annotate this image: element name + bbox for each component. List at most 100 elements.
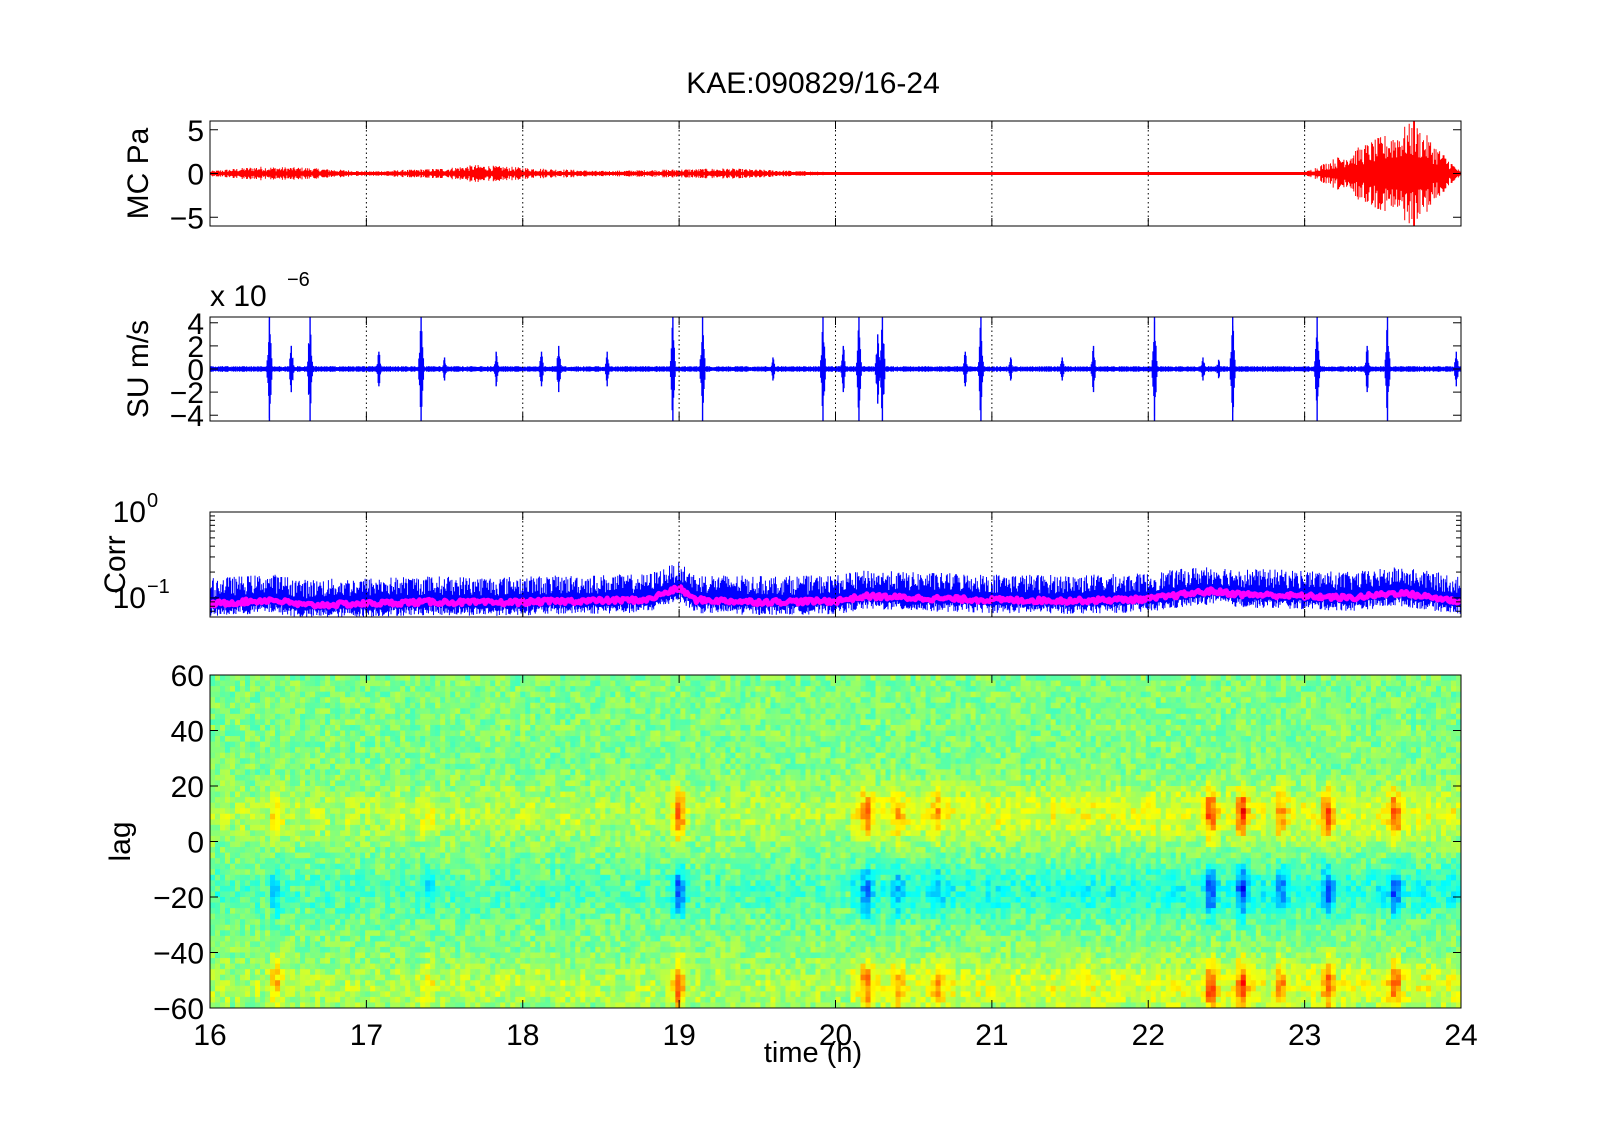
heatmap-cell bbox=[295, 858, 301, 865]
heatmap-cell bbox=[315, 952, 321, 959]
heatmap-cell bbox=[455, 835, 461, 843]
heatmap-cell bbox=[220, 913, 226, 920]
heatmap-cell bbox=[385, 891, 391, 898]
heatmap-cell bbox=[215, 958, 221, 965]
heatmap-cell bbox=[215, 813, 221, 820]
heatmap-cell bbox=[565, 897, 571, 904]
heatmap-cell bbox=[440, 852, 446, 859]
heatmap-cell bbox=[300, 858, 306, 865]
heatmap-cell bbox=[300, 897, 306, 904]
heatmap-cell bbox=[355, 752, 361, 759]
heatmap-cell bbox=[390, 719, 396, 726]
heatmap-cell bbox=[520, 830, 526, 837]
heatmap-cell bbox=[255, 786, 261, 793]
heatmap-cell bbox=[540, 724, 546, 732]
heatmap-cell bbox=[340, 897, 346, 904]
heatmap-cell bbox=[345, 697, 351, 704]
heatmap-cell bbox=[555, 724, 561, 732]
heatmap-cell bbox=[425, 786, 431, 793]
heatmap-cell bbox=[215, 863, 221, 870]
heatmap-cell bbox=[580, 730, 586, 737]
heatmap-cell bbox=[590, 808, 596, 815]
heatmap-cell bbox=[315, 758, 321, 765]
heatmap-cell bbox=[600, 885, 606, 893]
heatmap-cell bbox=[270, 863, 276, 870]
heatmap-cell bbox=[250, 935, 256, 942]
heatmap-cell bbox=[585, 946, 591, 954]
heatmap-cell bbox=[575, 791, 581, 798]
heatmap-cell bbox=[405, 697, 411, 704]
heatmap-cell bbox=[265, 958, 271, 965]
heatmap-cell bbox=[550, 680, 556, 687]
heatmap-cell bbox=[420, 852, 426, 859]
heatmap-cell bbox=[245, 697, 251, 704]
heatmap-cell bbox=[510, 858, 516, 865]
heatmap-cell bbox=[595, 863, 601, 870]
heatmap-cell bbox=[285, 763, 291, 770]
heatmap-cell bbox=[420, 963, 426, 970]
heatmap-cell bbox=[570, 935, 576, 942]
heatmap-cell bbox=[360, 697, 366, 704]
heatmap-cell bbox=[605, 974, 611, 981]
heatmap-cell bbox=[460, 991, 466, 998]
heatmap-cell bbox=[605, 730, 611, 737]
heatmap-cell bbox=[450, 713, 456, 720]
heatmap-cell bbox=[315, 885, 321, 893]
heatmap-cell bbox=[545, 691, 551, 698]
heatmap-cell bbox=[465, 897, 471, 904]
heatmap-cell bbox=[230, 708, 236, 715]
heatmap-cell bbox=[605, 724, 611, 732]
heatmap-cell bbox=[560, 941, 566, 948]
heatmap-cell bbox=[320, 680, 326, 687]
heatmap-cell bbox=[370, 691, 376, 698]
heatmap-cell bbox=[605, 835, 611, 843]
heatmap-cell bbox=[400, 730, 406, 737]
heatmap-cell bbox=[305, 985, 311, 992]
heatmap-cell bbox=[575, 786, 581, 793]
heatmap-cell bbox=[215, 1002, 221, 1008]
heatmap-cell bbox=[305, 880, 311, 887]
heatmap-cell bbox=[225, 902, 231, 909]
heatmap-cell bbox=[245, 841, 251, 848]
heatmap-cell bbox=[250, 741, 256, 748]
heatmap-cell bbox=[475, 985, 481, 992]
heatmap-cell bbox=[380, 680, 386, 687]
heatmap-cell bbox=[360, 819, 366, 826]
heatmap-cell bbox=[495, 863, 501, 870]
heatmap-cell bbox=[280, 702, 286, 709]
heatmap-cell bbox=[485, 675, 491, 682]
heatmap-cell bbox=[455, 713, 461, 720]
heatmap-cell bbox=[525, 813, 531, 820]
heatmap-cell bbox=[540, 924, 546, 931]
heatmap-cell bbox=[255, 946, 261, 954]
heatmap-cell bbox=[470, 741, 476, 748]
heatmap-cell bbox=[320, 675, 326, 682]
heatmap-cell bbox=[265, 919, 271, 926]
heatmap-cell bbox=[590, 730, 596, 737]
heatmap-cell bbox=[415, 963, 421, 970]
heatmap-cell bbox=[605, 897, 611, 904]
heatmap-cell bbox=[365, 752, 371, 759]
heatmap-cell bbox=[515, 719, 521, 726]
heatmap-cell bbox=[245, 708, 251, 715]
heatmap-cell bbox=[450, 758, 456, 765]
heatmap-cell bbox=[505, 763, 511, 770]
heatmap-cell bbox=[220, 713, 226, 720]
heatmap-cell bbox=[405, 686, 411, 693]
heatmap-cell bbox=[525, 852, 531, 859]
heatmap-cell bbox=[355, 897, 361, 904]
heatmap-cell bbox=[235, 675, 241, 682]
heatmap-cell bbox=[390, 786, 396, 793]
heatmap-cell bbox=[230, 963, 236, 970]
heatmap-cell bbox=[235, 813, 241, 820]
heatmap-cell bbox=[310, 841, 316, 848]
heatmap-cell bbox=[585, 963, 591, 970]
heatmap-cell bbox=[265, 935, 271, 942]
heatmap-cell bbox=[580, 930, 586, 937]
heatmap-cell bbox=[355, 991, 361, 998]
heatmap-cell bbox=[370, 708, 376, 715]
heatmap-cell bbox=[305, 869, 311, 876]
heatmap-cell bbox=[460, 691, 466, 698]
heatmap-cell bbox=[435, 774, 441, 782]
